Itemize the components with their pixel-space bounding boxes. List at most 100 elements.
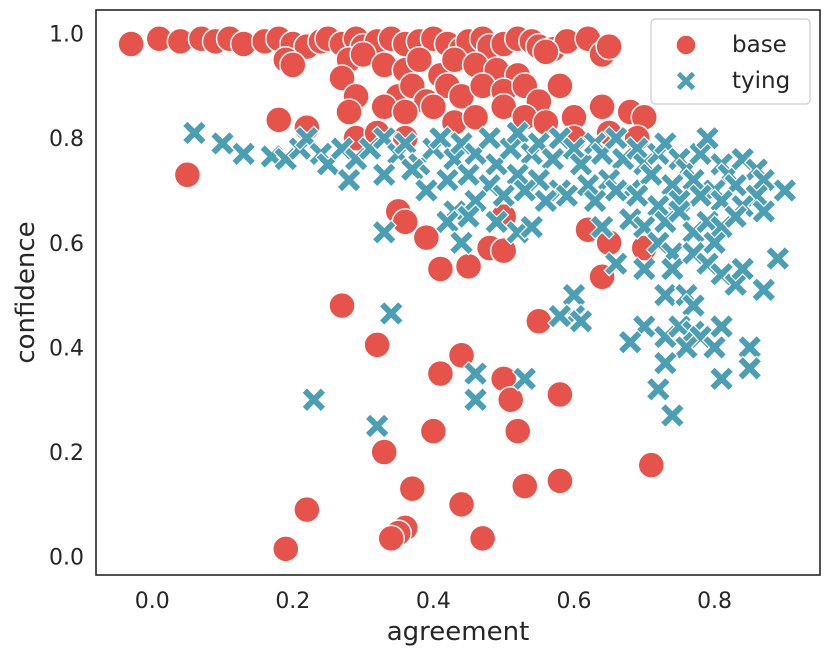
tying-point [336,167,362,193]
tying-point [701,334,728,361]
y-tick-label: 0.8 [49,127,84,152]
tying-point [603,250,630,277]
base-point [391,98,420,126]
tying-point [708,365,735,392]
tying-point [371,161,398,188]
base-point [173,161,202,189]
tying-point [462,386,489,413]
base-point [405,45,434,74]
base-point [412,223,441,252]
base-point [272,535,300,563]
tying-point [399,156,426,183]
y-tick-label: 0.0 [49,546,84,571]
tying-point [701,229,728,256]
legend-label-tying: tying [732,68,790,94]
base-point [419,417,448,445]
y-tick-label: 0.6 [49,232,84,257]
legend-base-marker [675,34,697,56]
base-point [532,38,560,66]
x-tick-label: 0.4 [416,589,451,614]
x-axis-ticks: 0.0 0.2 0.4 0.6 0.8 [135,589,732,614]
base-point [377,524,405,553]
tying-point [722,203,749,230]
base-point [447,490,476,519]
base-point [546,467,574,495]
base-point [370,438,398,466]
tying-point [617,329,644,356]
tying-point [518,214,545,240]
base-point [461,103,490,131]
tying-point [694,125,721,152]
tying-point [582,188,608,214]
tying-point [554,182,580,209]
tying-point [652,282,679,308]
tying-point [378,300,405,327]
tying-point [181,120,208,146]
tying-point [540,146,566,172]
y-axis-label: confidence [11,221,41,363]
y-axis-ticks: 0.0 0.2 0.4 0.6 0.8 1.0 [49,23,84,571]
tying-point [371,219,398,246]
tying-point [209,130,236,157]
legend-tying-marker [675,70,697,92]
base-point [335,98,363,126]
x-axis-label: agreement [387,617,530,647]
base-point [496,385,525,414]
base-point [363,331,391,359]
tying-point [736,334,763,361]
legend-label-base: base [732,32,787,58]
tying-series-points [181,120,798,439]
base-point [328,291,356,320]
tying-point [462,360,489,387]
tying-point [455,203,482,230]
tying-point [680,292,707,319]
tying-point [490,182,517,209]
base-point [426,255,455,283]
y-tick-label: 1.0 [49,23,84,48]
tying-point [448,229,475,256]
tying-point [659,256,686,282]
base-point [468,524,497,553]
legend: base tying [650,18,811,105]
base-point [546,380,574,409]
tying-point [364,413,391,439]
base-point [279,51,307,79]
tying-point [729,256,756,282]
tying-point [750,198,777,225]
tying-point [645,376,672,403]
tying-point [772,177,798,204]
base-series-points [117,25,666,563]
tying-point [511,365,538,392]
x-tick-label: 0.6 [556,589,591,614]
x-tick-label: 0.8 [697,589,732,614]
tying-point [764,245,791,272]
tying-point [652,350,679,376]
tying-point [666,198,693,225]
tying-point [392,130,419,157]
x-tick-label: 0.2 [275,589,310,614]
y-tick-label: 0.4 [49,336,84,361]
tying-point [708,313,735,340]
base-point [265,106,293,134]
tying-point [603,177,630,204]
tying-point [230,141,257,167]
y-tick-label: 0.2 [49,441,84,466]
x-tick-label: 0.0 [135,589,170,614]
tying-point [434,209,461,235]
tying-point [547,303,573,329]
base-point [637,451,666,479]
base-point [525,307,553,336]
base-point [511,472,539,500]
tying-point [631,256,658,282]
plot-frame [95,9,821,576]
base-point [293,495,321,524]
tying-point [589,214,615,240]
base-point [398,474,427,503]
tying-point [561,282,587,308]
base-point [328,64,356,92]
tying-point [568,151,594,178]
tying-point [476,125,503,152]
tying-point [750,277,777,303]
tying-point [427,125,454,152]
